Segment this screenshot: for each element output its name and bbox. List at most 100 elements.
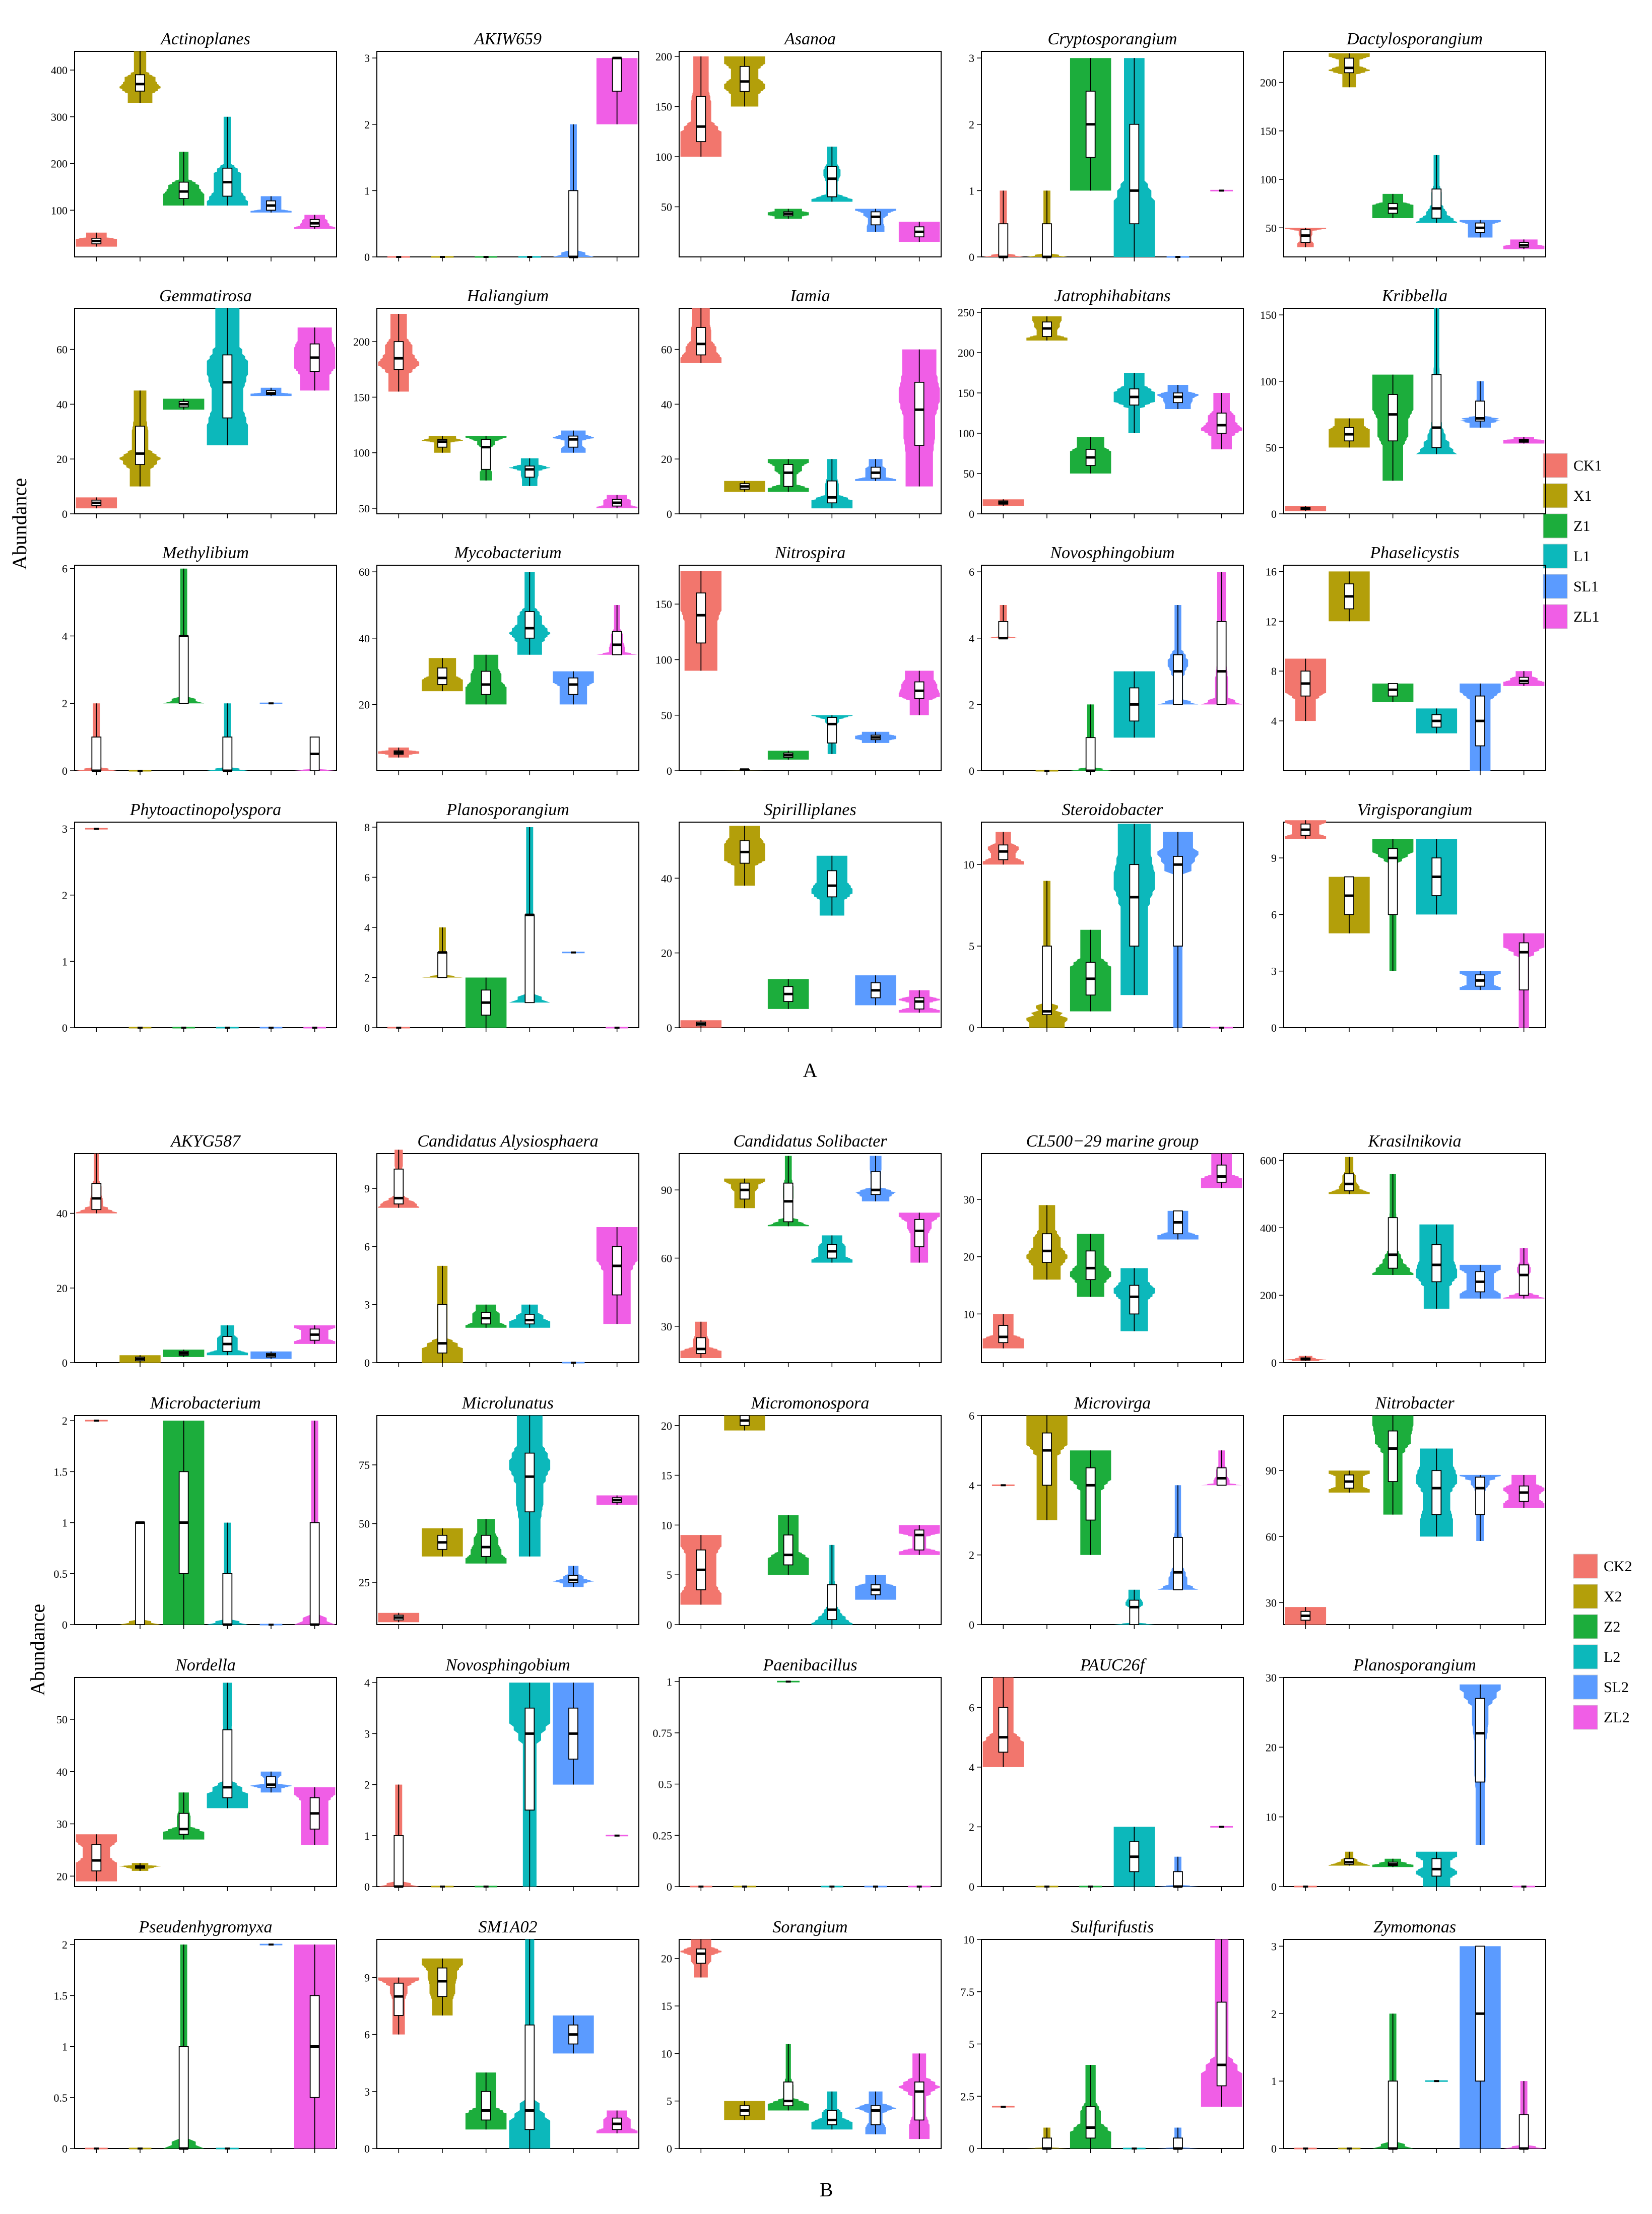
- y-tick-label: 1: [364, 184, 370, 197]
- y-tick-label: 9: [1271, 852, 1277, 864]
- box-zl1: [612, 631, 622, 655]
- y-tick-label: 60: [56, 344, 68, 356]
- y-tick-label: 4: [969, 632, 974, 645]
- box-l2: [1431, 1470, 1442, 1515]
- box-x1: [135, 426, 145, 465]
- y-tick-label: 6: [1271, 908, 1277, 921]
- y-tick-label: 50: [661, 709, 672, 722]
- legend-label-zl1: ZL1: [1573, 609, 1600, 625]
- box-x2: [1344, 1173, 1354, 1191]
- y-tick-label: 400: [51, 64, 68, 77]
- y-tick-label: 2: [62, 697, 68, 710]
- y-tick-label: 100: [1260, 173, 1277, 186]
- box-x1: [1042, 946, 1052, 1015]
- y-tick-label: 0: [364, 251, 370, 263]
- y-tick-label: 40: [56, 1207, 68, 1220]
- box-zl1: [1216, 621, 1227, 705]
- y-tick-label: 0: [969, 1022, 974, 1034]
- y-tick-label: 90: [1266, 1464, 1277, 1477]
- panel-title: Planosporangium: [1353, 1656, 1476, 1674]
- box-x1: [1344, 57, 1354, 74]
- panel-a-dactylosporangium: Dactylosporangium 50 100 150 200: [1260, 30, 1546, 261]
- box-x1: [437, 952, 447, 978]
- y-tick-label: 5: [667, 2095, 672, 2108]
- box-ck1: [696, 96, 706, 143]
- panel-b-microvirga: Microvirga 0 2 4 6: [969, 1394, 1244, 1631]
- legend-label-z2: Z2: [1604, 1619, 1620, 1635]
- box-zl1: [1518, 942, 1529, 991]
- y-tick-label: 0: [667, 2142, 672, 2155]
- panel-frame: [1283, 1415, 1546, 1625]
- y-tick-label: 2: [364, 118, 370, 131]
- figure-a-ylabel: Abundance: [8, 478, 31, 570]
- box-l1: [222, 736, 233, 771]
- y-tick-label: 150: [1260, 125, 1277, 138]
- panel-a-cryptosporangium: Cryptosporangium 0 1 2 3: [969, 30, 1244, 263]
- panel-title: Mycobacterium: [453, 544, 561, 562]
- y-tick-label: 150: [958, 387, 974, 399]
- legend-swatch-x2: [1573, 1584, 1598, 1609]
- y-tick-label: 2: [62, 889, 68, 902]
- y-tick-label: 60: [661, 1252, 672, 1265]
- legend-a: CK1 X1 Z1 L1 SL1 ZL1: [1543, 453, 1602, 629]
- panel-frame: [376, 1939, 639, 2149]
- panel-a-steroidobacter: Steroidobacter 0 5 10: [963, 800, 1244, 1034]
- panel-frame: [679, 822, 942, 1028]
- box-l1: [222, 354, 233, 419]
- box-l2: [222, 1573, 233, 1625]
- figure-a-label: A: [803, 1059, 818, 1082]
- legend-label-x2: X2: [1604, 1588, 1622, 1605]
- legend-label-z1: Z1: [1573, 518, 1590, 534]
- panel-title: Methylibium: [162, 544, 249, 562]
- y-tick-label: 300: [51, 111, 68, 123]
- box-l1: [524, 611, 535, 639]
- panel-a-nitrospira: Nitrospira 0 50 100 150: [655, 544, 942, 777]
- legend-swatch-l2: [1573, 1644, 1598, 1669]
- y-tick-label: 6: [969, 1701, 974, 1714]
- box-z2: [1387, 2081, 1398, 2149]
- panel-title: Krasilnikovia: [1367, 1132, 1461, 1151]
- panel-frame: [679, 1153, 942, 1363]
- y-tick-label: 3: [1271, 1940, 1277, 1953]
- panel-title: Steroidobacter: [1062, 800, 1164, 819]
- box-z1: [178, 635, 189, 704]
- box-l1: [827, 166, 837, 197]
- panel-frame: [1283, 1153, 1546, 1363]
- box-zl1: [612, 57, 622, 92]
- box-l1: [1129, 123, 1140, 225]
- legend-label-x1: X1: [1573, 488, 1592, 504]
- panel-title: Microbacterium: [150, 1394, 261, 1413]
- panel-b-sulfurifustis: Sulfurifustis 0 2.5 5 7.5 10: [961, 1918, 1244, 2155]
- y-tick-label: 1: [1271, 2075, 1277, 2088]
- box-l2: [524, 1452, 535, 1513]
- box-x1: [437, 667, 447, 685]
- y-tick-label: 400: [1260, 1222, 1277, 1234]
- y-tick-label: 0.25: [653, 1829, 673, 1842]
- y-tick-label: 9: [364, 1182, 370, 1195]
- panel-title: Nitrospira: [774, 544, 845, 562]
- box-l2: [1431, 1858, 1442, 1877]
- panel-frame: [376, 1153, 639, 1363]
- panel-frame: [74, 822, 337, 1028]
- legend-swatch-sl2: [1573, 1674, 1598, 1700]
- legend-swatch-sl1: [1543, 574, 1568, 599]
- panel-frame: [376, 565, 639, 771]
- y-tick-label: 6: [969, 1410, 974, 1422]
- y-tick-label: 10: [963, 858, 974, 871]
- panel-title: Micromonospora: [751, 1394, 870, 1413]
- y-tick-label: 0: [667, 1881, 672, 1893]
- box-l1: [827, 870, 837, 898]
- box-x2: [1042, 1233, 1052, 1263]
- box-ck2: [393, 1168, 404, 1204]
- y-tick-label: 3: [969, 52, 974, 64]
- y-tick-label: 0: [969, 2142, 974, 2155]
- y-tick-label: 6: [364, 1240, 370, 1253]
- panel-frame: [981, 1939, 1244, 2149]
- box-l1: [1129, 864, 1140, 947]
- box-sl2: [1173, 1537, 1183, 1590]
- box-sl2: [1173, 2137, 1183, 2149]
- panel-frame: [1283, 308, 1546, 514]
- y-tick-label: 3: [1271, 965, 1277, 978]
- y-tick-label: 3: [364, 52, 370, 64]
- y-tick-label: 40: [56, 398, 68, 411]
